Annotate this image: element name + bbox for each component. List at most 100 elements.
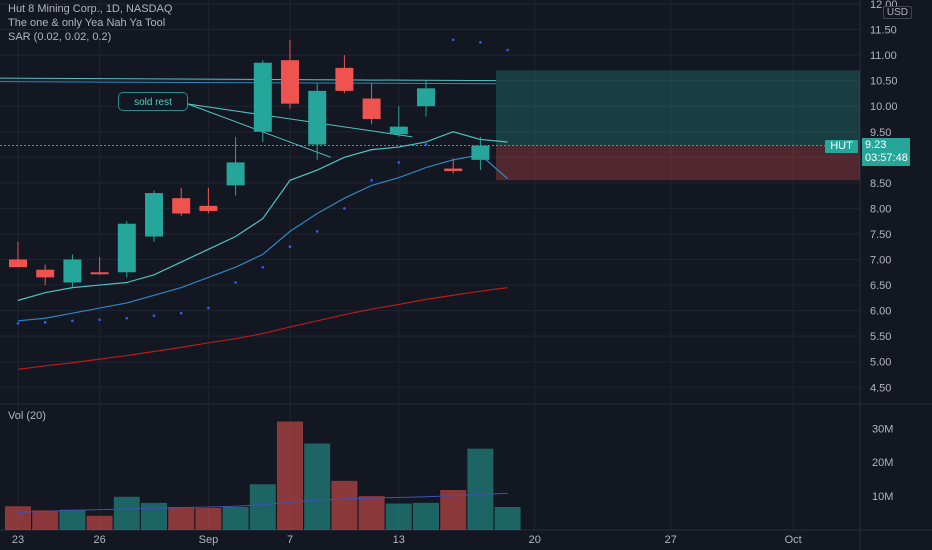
symbol-tag: HUT xyxy=(825,140,858,153)
price-tick-label: 12.00 xyxy=(870,0,898,11)
last-price: 9.23 xyxy=(865,139,887,151)
time-tick-label: 27 xyxy=(665,534,677,546)
sar-dot xyxy=(370,178,373,182)
candle-body xyxy=(308,90,327,145)
candle-body xyxy=(199,205,218,211)
price-tick-label: 8.00 xyxy=(870,203,891,215)
sar-dot xyxy=(71,319,74,323)
sar-dot xyxy=(125,316,129,320)
chart-title: Hut 8 Mining Corp., 1D, NASDAQ xyxy=(8,3,173,15)
price-tick-label: 7.50 xyxy=(870,229,891,241)
price-tick-label: 6.50 xyxy=(870,280,891,292)
sar-dot xyxy=(234,281,237,284)
price-tick-label: 11.00 xyxy=(870,50,897,62)
time-tick-label: 26 xyxy=(93,534,105,546)
sar-dot xyxy=(451,38,455,42)
candle-body xyxy=(9,259,27,268)
time-tick-label: 20 xyxy=(529,534,541,546)
volume-bar xyxy=(32,510,59,530)
target-zone xyxy=(496,70,860,146)
candle-body xyxy=(362,98,381,119)
sar-dot xyxy=(315,230,319,233)
volume-bar xyxy=(113,496,140,530)
candle-body xyxy=(90,272,109,275)
trend-line xyxy=(0,77,497,82)
ma-long-line xyxy=(17,287,508,370)
sar-dot xyxy=(98,318,101,322)
annotation-sold-rest[interactable]: sold rest xyxy=(118,92,188,111)
candle-body xyxy=(471,145,490,160)
price-tick-label: 4.50 xyxy=(870,382,891,394)
ema-slow-line xyxy=(17,154,508,322)
candle-body xyxy=(335,67,354,91)
sar-dot xyxy=(424,143,428,146)
price-tick-label: 8.50 xyxy=(870,178,891,190)
volume-tick-label: 30M xyxy=(872,423,893,435)
candle-body xyxy=(36,269,55,278)
annotation-line xyxy=(187,103,413,138)
candle-body xyxy=(281,60,299,104)
candle-body xyxy=(145,193,163,237)
time-tick-label: 13 xyxy=(393,534,405,546)
volume-bar xyxy=(141,502,167,530)
ema-fast-line xyxy=(17,131,508,301)
volume-bar xyxy=(385,503,412,530)
currency-badge[interactable]: USD xyxy=(882,6,912,19)
candle-body xyxy=(63,259,82,283)
volume-bar xyxy=(168,506,195,530)
sar-dot xyxy=(343,207,346,210)
sar-dot xyxy=(506,48,509,52)
volume-bar xyxy=(494,506,521,530)
volume-bar xyxy=(5,506,31,530)
time-tick-label: 23 xyxy=(12,534,24,546)
sar-label[interactable]: SAR (0.02, 0.02, 0.2) xyxy=(8,31,112,43)
sar-dot xyxy=(397,161,401,164)
volume-ma-line xyxy=(17,492,508,513)
price-tick-label: 6.00 xyxy=(870,306,891,318)
volume-tick-label: 10M xyxy=(872,491,893,503)
candle-body xyxy=(172,198,191,214)
time-tick-label: Oct xyxy=(785,534,802,546)
volume-bar xyxy=(331,480,358,530)
volume-bar xyxy=(467,448,494,530)
sar-dot xyxy=(207,306,210,310)
price-tick-label: 11.50 xyxy=(870,25,897,37)
time-tick-label: Sep xyxy=(199,534,219,546)
volume-bar xyxy=(304,443,331,530)
candle-body xyxy=(253,62,272,132)
price-tick-label: 5.00 xyxy=(870,357,891,369)
candle-body xyxy=(444,168,463,172)
time-tick-label: 7 xyxy=(287,534,293,546)
volume-bar xyxy=(249,484,276,530)
sar-dot xyxy=(479,41,482,44)
price-tick-label: 10.50 xyxy=(870,76,898,88)
last-price-tag: 9.23 03:57:48 xyxy=(862,138,910,166)
volume-label[interactable]: Vol (20) xyxy=(8,410,46,422)
candle-body xyxy=(226,162,245,186)
sar-dot xyxy=(16,322,20,325)
countdown: 03:57:48 xyxy=(865,152,908,164)
volume-bar xyxy=(59,509,86,530)
volume-bar xyxy=(86,515,113,530)
price-tick-label: 10.00 xyxy=(870,101,898,113)
candle-body xyxy=(389,126,408,135)
price-tick-label: 9.50 xyxy=(870,127,891,139)
sar-dot xyxy=(179,311,183,315)
volume-bar xyxy=(358,496,385,530)
volume-bar xyxy=(413,502,439,530)
sar-dot xyxy=(43,321,47,324)
candle-body xyxy=(417,88,435,107)
trend-line xyxy=(0,81,497,85)
sar-dot xyxy=(152,314,156,318)
indicator-label[interactable]: The one & only Yea Nah Ya Tool xyxy=(8,17,166,29)
volume-bar xyxy=(195,507,222,530)
sar-dot xyxy=(288,245,292,249)
candle-body xyxy=(117,223,136,273)
price-tick-label: 7.00 xyxy=(870,255,891,267)
volume-bar xyxy=(277,421,303,530)
price-tick-label: 5.50 xyxy=(870,331,891,343)
volume-tick-label: 20M xyxy=(872,457,893,469)
volume-bar xyxy=(222,506,249,530)
